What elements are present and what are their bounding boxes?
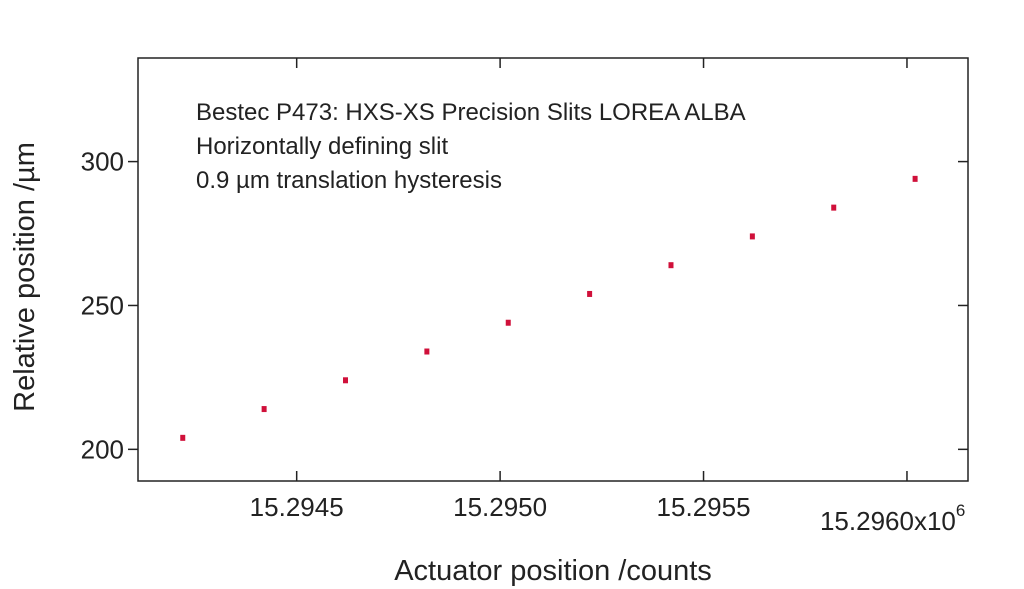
data-point (668, 262, 674, 269)
x-tick-value: 15.2950 (453, 492, 547, 522)
x-tick-label: 15.2955 (657, 492, 751, 522)
data-point (505, 319, 511, 326)
annotation-title: Bestec P473: HXS-XS Precision Slits LORE… (196, 99, 746, 126)
y-tick-label: 300 (81, 147, 124, 177)
x-axis-label: Actuator position /counts (394, 555, 712, 587)
data-point (587, 290, 593, 297)
x-tick-label: 15.2960x106 (820, 501, 965, 536)
y-tick-label: 250 (81, 290, 124, 320)
x-tick-label: 15.2950 (453, 492, 547, 522)
x-tick-label: 15.2945 (250, 492, 344, 522)
data-point (343, 377, 348, 384)
y-tick-label: 200 (81, 434, 124, 464)
x-axis-ticks: 15.2945 15.2950 15.2955 15.2960x106 (250, 58, 965, 536)
y-axis-label: Relative position /µm (9, 142, 41, 412)
data-point (912, 175, 918, 182)
data-points (180, 175, 918, 441)
x-tick-value: 15.2960 (820, 506, 914, 536)
data-point (749, 233, 755, 240)
x-tick-value: 15.2945 (250, 492, 344, 522)
x-scale-factor: x10 (914, 506, 956, 536)
annotation-hysteresis: 0.9 µm translation hysteresis (196, 167, 502, 194)
data-point (831, 204, 837, 211)
x-scale-exponent: 6 (956, 501, 965, 520)
x-tick-value: 15.2955 (657, 492, 751, 522)
data-point (424, 348, 430, 355)
annotation-slit: Horizontally defining slit (196, 133, 448, 160)
data-point (261, 406, 267, 413)
data-point (180, 434, 186, 441)
plot-frame (137, 57, 969, 482)
y-axis-ticks: 200 250 300 (81, 147, 968, 464)
